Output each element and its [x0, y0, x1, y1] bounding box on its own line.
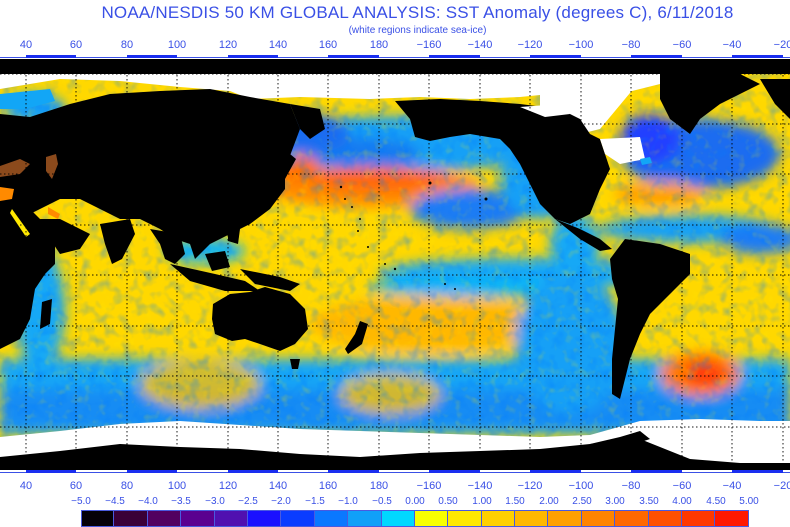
colorbar-swatch: [147, 510, 182, 527]
bottom-longitude-axis: 40 60 80 100 120 140 160 180 −160 −140 −…: [0, 480, 790, 494]
lon-label: 100: [167, 480, 187, 492]
sst-anomaly-map: [0, 59, 790, 470]
top-longitude-axis: 40 60 80 100 120 140 160 180 −160 −140 −…: [0, 39, 790, 53]
top-axis-bar: [0, 55, 790, 59]
lon-label: −40: [722, 39, 742, 51]
colorbar-tick: −2.5: [238, 496, 258, 507]
colorbar-swatch: [181, 510, 215, 527]
colorbar-swatch: [214, 510, 248, 527]
lon-label: −120: [517, 480, 543, 492]
colorbar-tick: −0.5: [372, 496, 392, 507]
colorbar: [81, 510, 749, 527]
lon-label: −80: [621, 480, 641, 492]
colorbar-tick: −4.0: [138, 496, 158, 507]
lon-label: −100: [568, 480, 594, 492]
colorbar-tick: 4.50: [706, 496, 726, 507]
colorbar-swatch: [314, 510, 349, 527]
colorbar-tick: 1.50: [505, 496, 525, 507]
colorbar-swatch: [682, 510, 716, 527]
colorbar-tick: −4.5: [105, 496, 125, 507]
lon-label: 140: [268, 480, 288, 492]
colorbar-swatch: [281, 510, 315, 527]
colorbar-tick: 4.00: [672, 496, 692, 507]
lon-label: −140: [467, 39, 493, 51]
colorbar-tick: −1.0: [338, 496, 358, 507]
lon-label: 180: [369, 480, 389, 492]
lon-label: −160: [416, 39, 442, 51]
colorbar-tick: 2.00: [539, 496, 559, 507]
lon-label: 40: [19, 39, 33, 51]
lon-label: −20: [773, 480, 790, 492]
lon-label: −100: [568, 39, 594, 51]
colorbar-swatch: [114, 510, 148, 527]
lon-label: 140: [268, 39, 288, 51]
bottom-axis-bar: [0, 470, 790, 474]
lon-label: −160: [416, 480, 442, 492]
lon-label: 80: [120, 480, 134, 492]
colorbar-swatch: [481, 510, 516, 527]
map-subtitle: (white regions indicate sea-ice): [348, 25, 487, 36]
lon-label: −60: [672, 480, 692, 492]
lon-label: −20: [773, 39, 790, 51]
lon-label: 160: [318, 480, 338, 492]
lon-label: −40: [722, 480, 742, 492]
map-title: NOAA/NESDIS 50 KM GLOBAL ANALYSIS: SST A…: [101, 3, 734, 22]
lon-label: 120: [218, 480, 238, 492]
lon-label: −60: [672, 39, 692, 51]
colorbar-swatch: [348, 510, 382, 527]
colorbar-swatch: [581, 510, 616, 527]
colorbar-tick: 3.50: [639, 496, 659, 507]
colorbar-swatch: [648, 510, 683, 527]
colorbar-swatch: [247, 510, 282, 527]
colorbar-swatch: [414, 510, 449, 527]
colorbar-labels: −5.0 −4.5 −4.0 −3.5 −3.0 −2.5 −2.0 −1.5 …: [0, 496, 790, 508]
colorbar-tick: −3.0: [205, 496, 225, 507]
colorbar-swatch: [515, 510, 549, 527]
colorbar-tick: −2.0: [271, 496, 291, 507]
colorbar-swatch: [715, 510, 749, 527]
colorbar-tick: 1.00: [472, 496, 492, 507]
lon-label: 180: [369, 39, 389, 51]
colorbar-swatch: [381, 510, 415, 527]
lon-label: 40: [19, 480, 33, 492]
colorbar-tick: −3.5: [171, 496, 191, 507]
colorbar-swatch: [548, 510, 582, 527]
colorbar-tick: −1.5: [305, 496, 325, 507]
lon-label: 80: [120, 39, 134, 51]
colorbar-tick: 0.00: [405, 496, 425, 507]
lon-label: −140: [467, 480, 493, 492]
colorbar-tick: 0.50: [438, 496, 458, 507]
lon-label: 100: [167, 39, 187, 51]
colorbar-tick: 3.00: [605, 496, 625, 507]
colorbar-tick: −5.0: [71, 496, 91, 507]
colorbar-swatch: [81, 510, 115, 527]
colorbar-tick: 5.00: [739, 496, 759, 507]
colorbar-swatch: [448, 510, 482, 527]
colorbar-swatch: [615, 510, 649, 527]
lon-label: 160: [318, 39, 338, 51]
colorbar-tick: 2.50: [572, 496, 592, 507]
lon-label: −120: [517, 39, 543, 51]
lon-label: 120: [218, 39, 238, 51]
lon-label: −80: [621, 39, 641, 51]
lon-label: 60: [69, 39, 83, 51]
lon-label: 60: [69, 480, 83, 492]
